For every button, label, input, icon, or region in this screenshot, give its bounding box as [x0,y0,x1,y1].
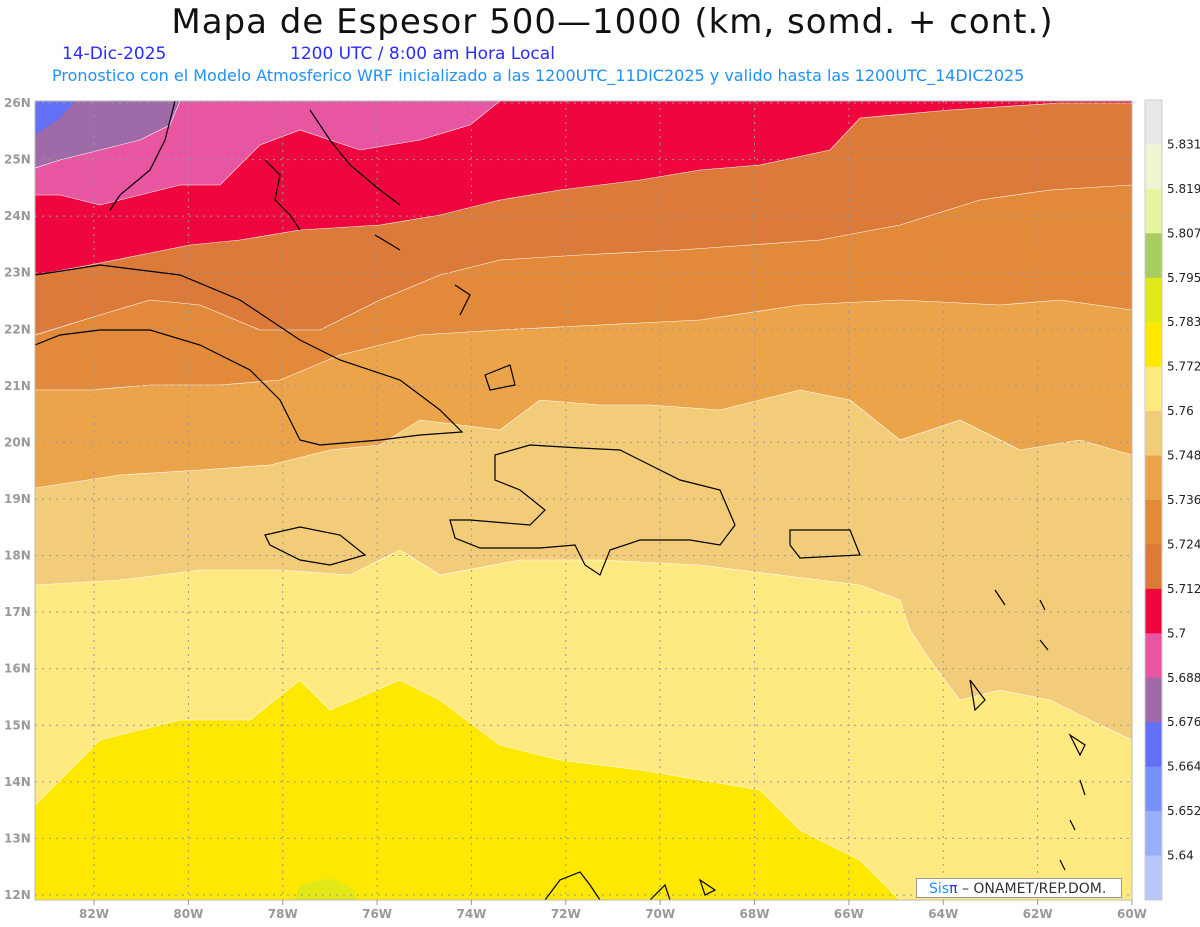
lon-label: 76W [362,907,392,921]
colorbar-label: 5.664 [1167,760,1200,774]
band-5676 [35,101,181,169]
forecast-time: 1200 UTC / 8:00 am Hora Local [290,44,555,64]
logo-pi: π [949,881,958,897]
colorbar: 5.831 5.819 5.807 5.795 5.783 5.772 5.76 5.748 5… [1144,99,1200,901]
band-5664 [35,101,75,135]
coast-florida [109,101,176,211]
coast-bahamas [264,109,516,391]
colorbar-swatch [1145,766,1162,812]
colorbar-label: 5.783 [1167,315,1200,329]
coast-puerto-rico [789,529,861,559]
onamet-logo: Sisπ – ONAMET/REP.DOM. [916,878,1122,898]
colorbar-swatch [1145,544,1162,590]
lat-label: 24N [4,209,31,223]
lat-lon-grid [35,101,1133,900]
map-title: Mapa de Espesor 500—1000 (km, somd. + co… [171,2,1054,42]
colorbar-label: 5.676 [1167,715,1200,729]
lat-label: 13N [4,831,31,845]
colorbar-label: 5.688 [1167,671,1200,685]
colorbar-label: 5.652 [1167,804,1200,818]
lat-label: 23N [4,266,31,280]
coast-jamaica [264,526,367,566]
lat-label: 21N [4,379,31,393]
lat-label: 18N [4,549,31,563]
colorbar-swatch [1145,633,1162,679]
colorbar-frame [1144,99,1163,901]
colorbar-label: 5.64 [1167,849,1194,863]
lat-label: 20N [4,435,31,449]
band-5700 [35,101,1132,276]
colorbar-label: 5.712 [1167,582,1200,596]
lat-label: 14N [4,775,31,789]
lat-label: 25N [4,153,31,167]
colorbar-label: 5.724 [1167,537,1200,551]
forecast-date: 14-Dic-2025 [62,44,167,64]
coast-lesser-antilles [969,589,1086,871]
colorbar-swatch [1145,588,1162,634]
colorbar-label: 5.807 [1167,226,1200,240]
colorbar-swatch [1145,855,1162,901]
colorbar-swatch [1145,455,1162,501]
colorbar-swatch [1145,811,1162,857]
lon-label: 68W [740,907,770,921]
lon-label: 80W [173,907,203,921]
lat-label: 17N [4,605,31,619]
lon-label: 70W [645,907,675,921]
colorbar-label: 5.831 [1167,137,1200,151]
colorbar-swatch [1145,677,1162,723]
colorbar-swatch [1145,322,1162,368]
coast-cuba [35,264,464,446]
colorbar-swatch [1145,411,1162,457]
colorbar-label: 5.76 [1167,404,1194,418]
logo-sis: Sis [929,881,950,897]
map-frame [34,100,1133,901]
forecast-subtitle: Pronostico con el Modelo Atmosferico WRF… [52,66,1025,85]
lat-label: 12N [4,888,31,902]
lon-label: 64W [928,907,958,921]
lon-label: 74W [456,907,486,921]
colorbar-label: 5.7 [1167,626,1186,640]
lat-label: 19N [4,492,31,506]
colorbar-label: 5.748 [1167,449,1200,463]
lon-label: 66W [834,907,864,921]
colorbar-swatch [1145,722,1162,768]
colorbar-swatch [1145,144,1162,190]
lon-label: 78W [268,907,298,921]
lat-label: 15N [4,718,31,732]
colorbar-swatch [1145,233,1162,279]
colorbar-swatch [1145,100,1162,145]
colorbar-swatch [1145,500,1162,545]
coast-south-america [544,871,717,900]
colorbar-swatch [1145,277,1162,323]
coast-hispaniola [449,444,736,576]
colorbar-label: 5.795 [1167,271,1200,285]
colorbar-label: 5.772 [1167,360,1200,374]
lon-label: 62W [1023,907,1053,921]
logo-text: – ONAMET/REP.DOM. [957,881,1107,897]
axis-labels: 82W 80W 78W 76W 74W 72W 70W 68W 66W 64W 62W 60W 26N 2… [4,96,1147,921]
lon-label: 60W [1117,907,1147,921]
lon-label: 82W [79,907,109,921]
colorbar-swatch [1145,366,1162,412]
lat-label: 22N [4,322,31,336]
lat-label: 26N [4,96,31,110]
lat-label: 16N [4,662,31,676]
lon-label: 72W [551,907,581,921]
colorbar-label: 5.819 [1167,182,1200,196]
colorbar-swatch [1145,188,1162,234]
colorbar-label: 5.736 [1167,493,1200,507]
map-fill [35,101,1132,900]
coastlines [35,101,1086,900]
